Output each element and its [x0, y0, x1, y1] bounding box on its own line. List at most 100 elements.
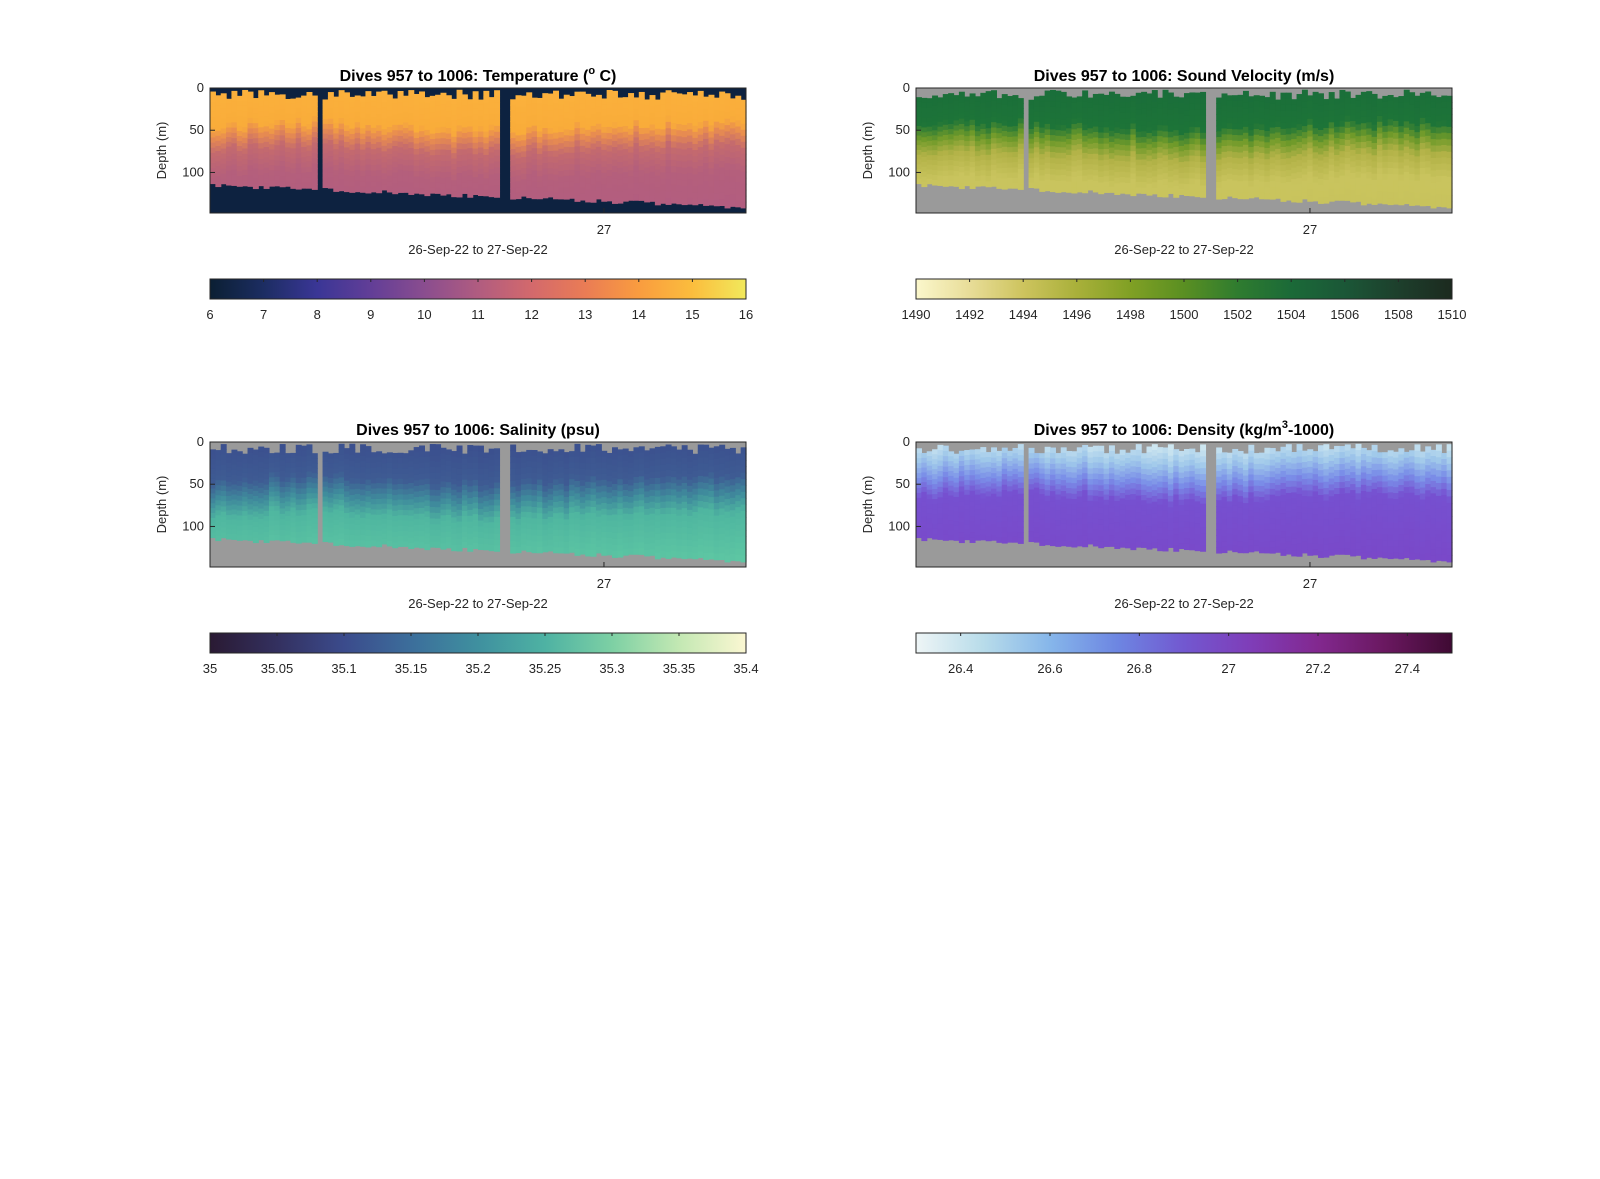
heatmap-cell — [306, 182, 313, 189]
heatmap-cell — [1098, 188, 1105, 195]
heatmap-cell — [510, 171, 517, 178]
heatmap-cell — [601, 172, 608, 179]
heatmap-cell — [1339, 132, 1346, 140]
heatmap-cell — [1376, 197, 1383, 204]
heatmap-cell — [301, 105, 308, 112]
heatmap-cell — [445, 106, 452, 113]
heatmap-cell — [553, 192, 559, 200]
heatmap-cell — [1382, 167, 1389, 175]
heatmap-cell — [1087, 164, 1094, 170]
heatmap-cell — [996, 183, 1003, 189]
heatmap-cell — [1151, 187, 1158, 195]
heatmap-cell — [926, 121, 933, 128]
heatmap-cell — [370, 170, 377, 177]
heatmap-cell — [1167, 109, 1174, 116]
heatmap-cell — [553, 180, 559, 188]
heatmap-cell — [1130, 95, 1137, 102]
heatmap-cell — [579, 519, 586, 527]
heatmap-cell — [531, 164, 538, 172]
heatmap-cell — [1425, 91, 1432, 99]
heatmap-cell — [392, 526, 399, 533]
heatmap-cell — [606, 486, 613, 494]
heatmap-cell — [220, 138, 227, 145]
heatmap-cell — [226, 146, 233, 153]
heatmap-cell — [612, 122, 618, 129]
heatmap-cell — [1280, 177, 1287, 184]
heatmap-cell — [515, 546, 522, 554]
heatmap-cell — [354, 111, 361, 118]
heatmap-cell — [536, 541, 543, 548]
heatmap-cell — [1066, 160, 1073, 167]
heatmap-cell — [638, 116, 645, 123]
heatmap-cell — [226, 156, 233, 162]
heatmap-cell — [1371, 143, 1378, 150]
heatmap-cell — [440, 143, 447, 151]
heatmap-cell — [478, 163, 484, 170]
heatmap-cell — [488, 102, 495, 109]
heatmap-cell — [515, 158, 522, 165]
heatmap-cell — [670, 159, 677, 167]
heatmap-cell — [258, 467, 265, 474]
heatmap-cell — [274, 481, 281, 488]
heatmap-cell — [703, 193, 710, 200]
heatmap-cell — [585, 171, 592, 179]
heatmap-cell — [1430, 120, 1437, 128]
heatmap-cell — [285, 472, 291, 478]
heatmap-cell — [553, 451, 559, 458]
heatmap-cell — [392, 468, 399, 475]
heatmap-cell — [1050, 129, 1056, 136]
heatmap-cell — [494, 482, 501, 489]
heatmap-cell — [654, 99, 661, 107]
heatmap-cell — [242, 482, 249, 488]
heatmap-cell — [563, 496, 570, 504]
x-axis-label: 26-Sep-22 to 27-Sep-22 — [408, 242, 547, 257]
heatmap-cell — [1108, 119, 1115, 126]
heatmap-cell — [724, 188, 731, 196]
heatmap-cell — [386, 132, 393, 139]
heatmap-cell — [676, 117, 683, 125]
heatmap-cell — [483, 184, 490, 191]
heatmap-cell — [344, 507, 350, 514]
heatmap-cell — [665, 96, 672, 104]
heatmap-cell — [327, 129, 334, 136]
heatmap-cell — [488, 527, 495, 535]
heatmap-cell — [333, 458, 340, 464]
heatmap-cell — [236, 495, 243, 502]
heatmap-cell — [622, 507, 629, 515]
heatmap-cell — [360, 523, 367, 530]
heatmap-cell — [274, 170, 281, 177]
heatmap-cell — [424, 478, 431, 485]
heatmap-cell — [1398, 120, 1405, 127]
heatmap-cell — [333, 540, 340, 546]
heatmap-cell — [932, 120, 939, 126]
heatmap-cell — [215, 161, 222, 167]
heatmap-cell — [322, 466, 329, 473]
heatmap-cell — [311, 132, 318, 138]
heatmap-cell — [1339, 151, 1346, 158]
heatmap-cell — [483, 108, 490, 115]
heatmap-cell — [327, 458, 334, 464]
heatmap-cell — [268, 180, 275, 187]
heatmap-cell — [531, 159, 538, 166]
heatmap-cell — [617, 138, 624, 145]
heatmap-cell — [606, 498, 613, 505]
heatmap-cell — [1323, 139, 1330, 146]
heatmap-cell — [1403, 171, 1410, 179]
heatmap-cell — [349, 534, 356, 542]
heatmap-cell — [665, 178, 672, 186]
heatmap-cell — [1044, 107, 1051, 114]
heatmap-cell — [628, 128, 635, 136]
heatmap-cell — [553, 144, 559, 152]
heatmap-cell — [654, 117, 661, 124]
heatmap-cell — [1318, 117, 1324, 125]
heatmap-cell — [601, 462, 608, 469]
heatmap-cell — [574, 450, 581, 457]
heatmap-cell — [1146, 132, 1153, 140]
heatmap-cell — [942, 129, 949, 136]
heatmap-cell — [719, 199, 726, 207]
heatmap-cell — [461, 464, 468, 470]
heatmap-cell — [285, 108, 291, 115]
heatmap-cell — [365, 462, 372, 470]
heatmap-cell — [220, 93, 227, 99]
heatmap-cell — [472, 514, 479, 521]
